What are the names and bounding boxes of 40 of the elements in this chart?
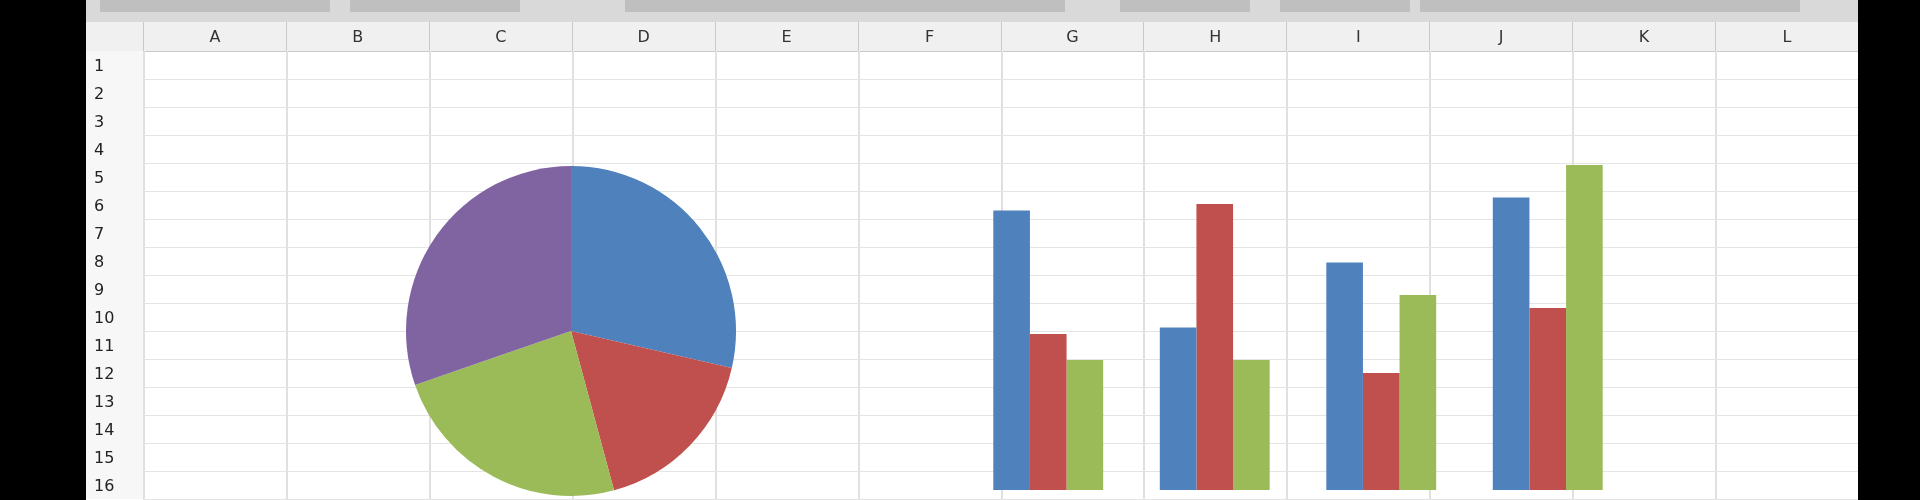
x-tick-label: H	[1209, 27, 1222, 46]
bar	[1492, 197, 1530, 490]
x-tick-label: F	[924, 27, 935, 46]
bar	[1529, 308, 1567, 490]
bar	[1159, 327, 1197, 490]
x-tick-label: D	[637, 27, 650, 46]
x-tick-label: J	[1498, 27, 1504, 46]
y-tick-label: 7	[94, 223, 105, 243]
y-tick-label: 5	[94, 167, 105, 187]
x-tick-label: E	[781, 27, 792, 46]
y-tick-label: 10	[94, 307, 115, 327]
y-tick-label: 8	[94, 251, 105, 271]
bar	[993, 210, 1030, 490]
x-tick-label: L	[1782, 27, 1792, 46]
x-tick-label: B	[352, 27, 364, 46]
x-tick-label: C	[495, 27, 507, 46]
x-tick-label: K	[1638, 27, 1650, 46]
y-tick-label: 6	[94, 195, 105, 215]
y-tick-label: 2	[94, 83, 105, 103]
y-tick-label: 1	[94, 55, 105, 75]
y-tick-label: 9	[94, 279, 105, 299]
y-tick-label: 3	[94, 111, 105, 131]
y-tick-label: 11	[94, 335, 115, 355]
y-tick-label: 13	[94, 391, 115, 411]
bar	[1362, 373, 1400, 490]
y-tick-label: 12	[94, 363, 115, 383]
bar	[1029, 334, 1067, 490]
bar	[1196, 204, 1234, 490]
x-tick-label: A	[209, 27, 221, 46]
y-tick-label: 14	[94, 419, 115, 439]
bar	[1399, 295, 1437, 490]
y-tick-label: 4	[94, 139, 105, 159]
y-tick-label: 16	[94, 475, 115, 495]
bar	[1326, 262, 1363, 490]
bar	[1066, 360, 1104, 490]
bar	[1566, 165, 1603, 490]
x-tick-label: I	[1355, 27, 1361, 46]
bar	[1233, 360, 1270, 490]
y-tick-label: 15	[94, 447, 115, 467]
x-tick-label: G	[1066, 27, 1079, 46]
